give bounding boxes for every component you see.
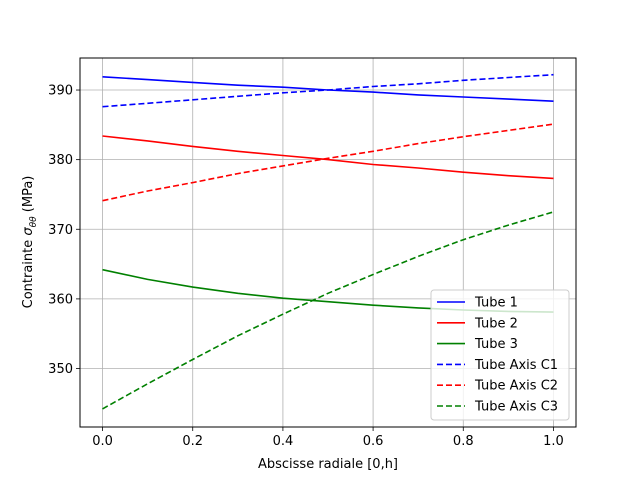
- y-axis-label: Contrainte σθθ (MPa): [21, 176, 39, 309]
- y-axis-label-symbol: σ: [21, 227, 36, 236]
- y-tick-label: 370: [48, 223, 73, 238]
- legend-label: Tube Axis C2: [474, 379, 558, 394]
- y-tick-label: 360: [48, 292, 73, 307]
- x-tick-label: 0.0: [92, 434, 113, 449]
- y-axis-label-subscript: θθ: [29, 216, 39, 228]
- series-line-5: [102, 123, 554, 202]
- legend-label: Tube 3: [474, 337, 518, 352]
- legend-label: Tube 2: [474, 316, 518, 331]
- y-tick-label: 350: [48, 362, 73, 377]
- y-tick-label: 390: [48, 84, 73, 99]
- y-axis-label-prefix: Contrainte: [21, 236, 36, 309]
- y-tick-label: 380: [48, 153, 73, 168]
- x-tick-label: 1.0: [543, 434, 564, 449]
- series-lines: [102, 73, 554, 410]
- legend-box: [430, 289, 570, 421]
- y-axis-ticks: 350 360 370 380 390: [48, 84, 80, 377]
- series-line-6: [102, 211, 554, 410]
- series-line-4: [102, 73, 554, 108]
- x-tick-label: 0.6: [363, 434, 384, 449]
- x-tick-label: 0.8: [453, 434, 474, 449]
- x-axis-ticks: 0.0 0.2 0.4 0.6 0.8 1.0: [92, 427, 564, 449]
- x-tick-label: 0.2: [182, 434, 203, 449]
- plot-frame: [79, 57, 577, 428]
- x-tick-label: 0.4: [273, 434, 294, 449]
- series-line-2: [102, 135, 554, 180]
- legend-label: Tube Axis C1: [474, 358, 558, 373]
- legend: Tube 1 Tube 2 Tube 3 Tube Axis C1 Tube Axis …: [430, 289, 570, 421]
- legend-label: Tube Axis C3: [474, 400, 558, 415]
- x-axis-label: Abscisse radiale [0,h]: [258, 457, 398, 472]
- legend-label: Tube 1: [474, 296, 518, 311]
- y-axis-label-suffix: (MPa): [21, 176, 36, 217]
